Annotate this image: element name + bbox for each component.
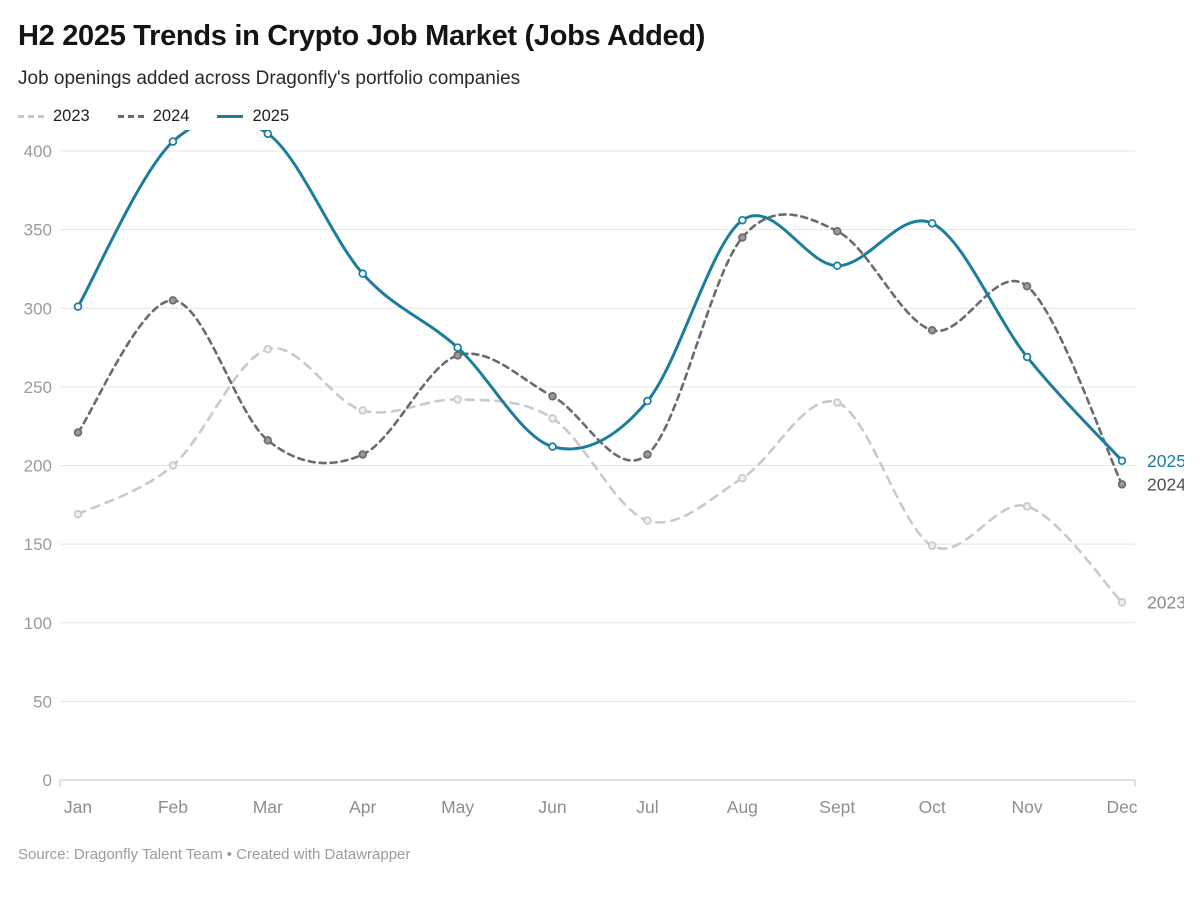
- x-tick-label: Nov: [1012, 797, 1043, 817]
- data-point-2023: [358, 406, 367, 416]
- data-point-2023: [263, 345, 273, 354]
- y-tick-label: 200: [24, 457, 52, 476]
- chart-area: 0 50 100 150 200 250 300 350 400 Jan Feb Mar Apr May J…: [16, 130, 1184, 830]
- data-point-2023: [453, 395, 462, 405]
- data-point-2023: [548, 414, 557, 423]
- legend-item-2024: 2024: [117, 107, 190, 126]
- data-point-2024: [168, 296, 178, 305]
- data-point-2024: [453, 351, 462, 361]
- data-point-2023: [833, 398, 842, 408]
- data-point-2024: [643, 450, 652, 460]
- data-point-2023: [168, 461, 178, 471]
- y-tick-label: 250: [24, 378, 52, 397]
- x-tick-label: Jul: [636, 797, 658, 817]
- y-tick-label: 0: [43, 771, 52, 790]
- x-tick-label: Oct: [919, 797, 946, 817]
- x-tick-label: Sept: [819, 797, 855, 817]
- series-line-2023: [76, 347, 1124, 604]
- legend-line-2025-icon: [217, 115, 244, 119]
- series-end-label-2025: 2025: [1147, 451, 1184, 471]
- legend: 2023 2024 2025: [18, 107, 1184, 126]
- data-point-2024: [358, 450, 367, 460]
- x-tick-label: Jan: [64, 797, 92, 817]
- data-point-2024: [927, 326, 937, 335]
- legend-line-2024-icon: [117, 115, 144, 119]
- x-tick-label: Feb: [158, 797, 188, 817]
- data-point-2024: [833, 227, 842, 236]
- series-end-label-2023: 2023: [1147, 593, 1184, 613]
- data-point-2025: [643, 397, 652, 406]
- data-point-2024: [73, 428, 83, 438]
- source-line: Source: Dragonfly Talent Team • Created …: [18, 846, 411, 864]
- data-point-2025: [833, 261, 842, 271]
- legend-line-2023-icon: [18, 115, 44, 119]
- y-tick-label: 150: [24, 535, 52, 554]
- x-tick-label: Jun: [538, 797, 566, 817]
- data-point-2025: [1117, 456, 1127, 466]
- series-line-2024: [76, 213, 1124, 487]
- data-point-2023: [1022, 502, 1032, 511]
- y-tick-label: 50: [33, 693, 52, 712]
- data-point-2025: [548, 442, 557, 452]
- data-point-2024: [738, 233, 747, 243]
- chart-title: H2 2025 Trends in Crypto Job Market (Job…: [18, 20, 706, 52]
- x-tick-label: May: [441, 797, 474, 817]
- data-point-2024: [1022, 282, 1032, 291]
- data-point-2025: [453, 343, 462, 353]
- y-tick-label: 100: [24, 614, 52, 633]
- data-point-2024: [1117, 480, 1127, 489]
- data-point-2023: [1117, 598, 1127, 607]
- data-point-2025: [358, 269, 367, 279]
- x-tick-label: Apr: [349, 797, 376, 817]
- x-tick-label: Dec: [1106, 797, 1137, 817]
- legend-label-2023: 2023: [53, 107, 90, 126]
- data-point-2025: [738, 216, 747, 225]
- data-point-2025: [263, 130, 273, 139]
- series-end-label-2024: 2024: [1147, 475, 1184, 495]
- x-tick-label: Aug: [727, 797, 758, 817]
- line-chart: 0 50 100 150 200 250 300 350 400 Jan Feb Mar Apr May J…: [24, 130, 1184, 817]
- data-point-2025: [927, 219, 937, 228]
- y-tick-label: 400: [24, 142, 52, 161]
- data-point-2025: [73, 302, 83, 312]
- legend-item-2023: 2023: [18, 107, 90, 126]
- x-tick-label: Mar: [253, 797, 283, 817]
- y-tick-label: 300: [24, 300, 52, 319]
- data-point-2023: [73, 510, 83, 519]
- data-point-2023: [927, 541, 937, 551]
- legend-item-2025: 2025: [217, 107, 289, 126]
- series-line-2025: [76, 130, 1124, 463]
- data-point-2025: [1022, 353, 1032, 362]
- legend-label-2025: 2025: [252, 107, 290, 126]
- chart-subtitle: Job openings added across Dragonfly's po…: [18, 68, 521, 90]
- data-point-2023: [643, 516, 652, 526]
- data-point-2024: [548, 392, 557, 401]
- data-point-2024: [263, 436, 273, 445]
- y-tick-label: 350: [24, 221, 52, 240]
- legend-label-2024: 2024: [152, 107, 190, 126]
- data-point-2023: [738, 474, 747, 483]
- data-point-2025: [168, 137, 178, 147]
